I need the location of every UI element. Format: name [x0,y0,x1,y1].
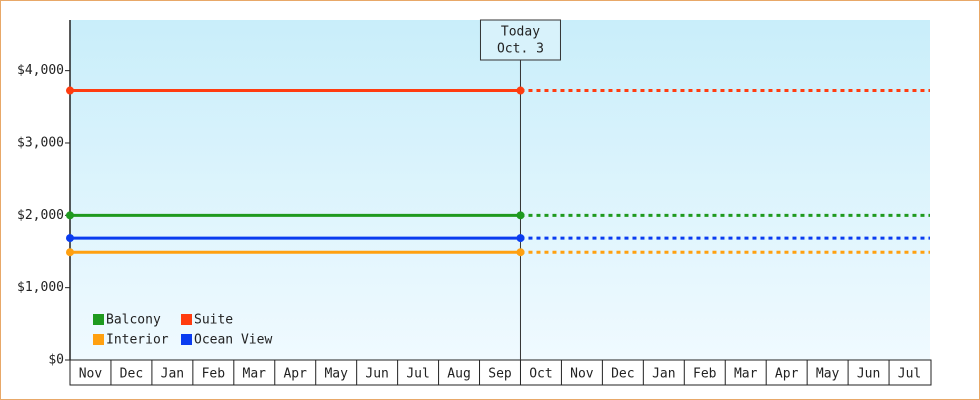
x-tick-label: Nov [570,367,594,382]
series-dot [516,248,525,257]
series-dot [516,86,525,95]
x-tick-label: Jun [365,367,388,382]
series-dot [66,86,74,95]
today-box [479,19,561,61]
x-tick-label: Oct [529,367,552,382]
today-label: Oct. 3 [497,42,544,57]
legend-label: Balcony [106,313,161,328]
y-tick-label: $0 [48,353,64,368]
x-tick-label: Jul [898,367,921,382]
y-tick-label: $1,000 [17,280,64,295]
legend-swatch [181,314,192,325]
x-tick-label: May [816,367,840,382]
series-dot [516,211,525,220]
x-tick-label: Dec [611,367,634,382]
x-tick-label: Jan [652,367,675,382]
x-tick-label: Feb [693,367,717,382]
plot-area [70,20,930,360]
x-tick-label: Feb [202,367,226,382]
legend-swatch [93,314,104,325]
series-dot [516,234,525,243]
x-tick-label: Sep [488,367,512,382]
legend-swatch [93,334,104,345]
x-tick-label: May [324,367,348,382]
series-dot [66,234,74,243]
x-tick-label: Apr [775,367,799,382]
x-tick-label: Apr [283,367,307,382]
legend-label: Interior [106,333,169,348]
series-dot [66,248,74,257]
y-tick-label: $4,000 [17,63,64,78]
series-dot [66,211,74,220]
today-label: Today [501,25,540,40]
x-tick-label: Dec [120,367,143,382]
x-tick-label: Aug [447,367,470,382]
x-tick-label: Mar [734,367,758,382]
legend-label: Suite [194,313,233,328]
x-axis-band [69,359,932,386]
x-tick-label: Jul [406,367,429,382]
y-tick-label: $3,000 [17,135,64,150]
legend-label: Ocean View [194,333,272,348]
x-tick-label: Jun [857,367,880,382]
x-tick-label: Mar [243,367,267,382]
x-tick-label: Nov [79,367,103,382]
legend-swatch [181,334,192,345]
y-tick-label: $2,000 [17,208,64,223]
x-tick-label: Jan [161,367,184,382]
